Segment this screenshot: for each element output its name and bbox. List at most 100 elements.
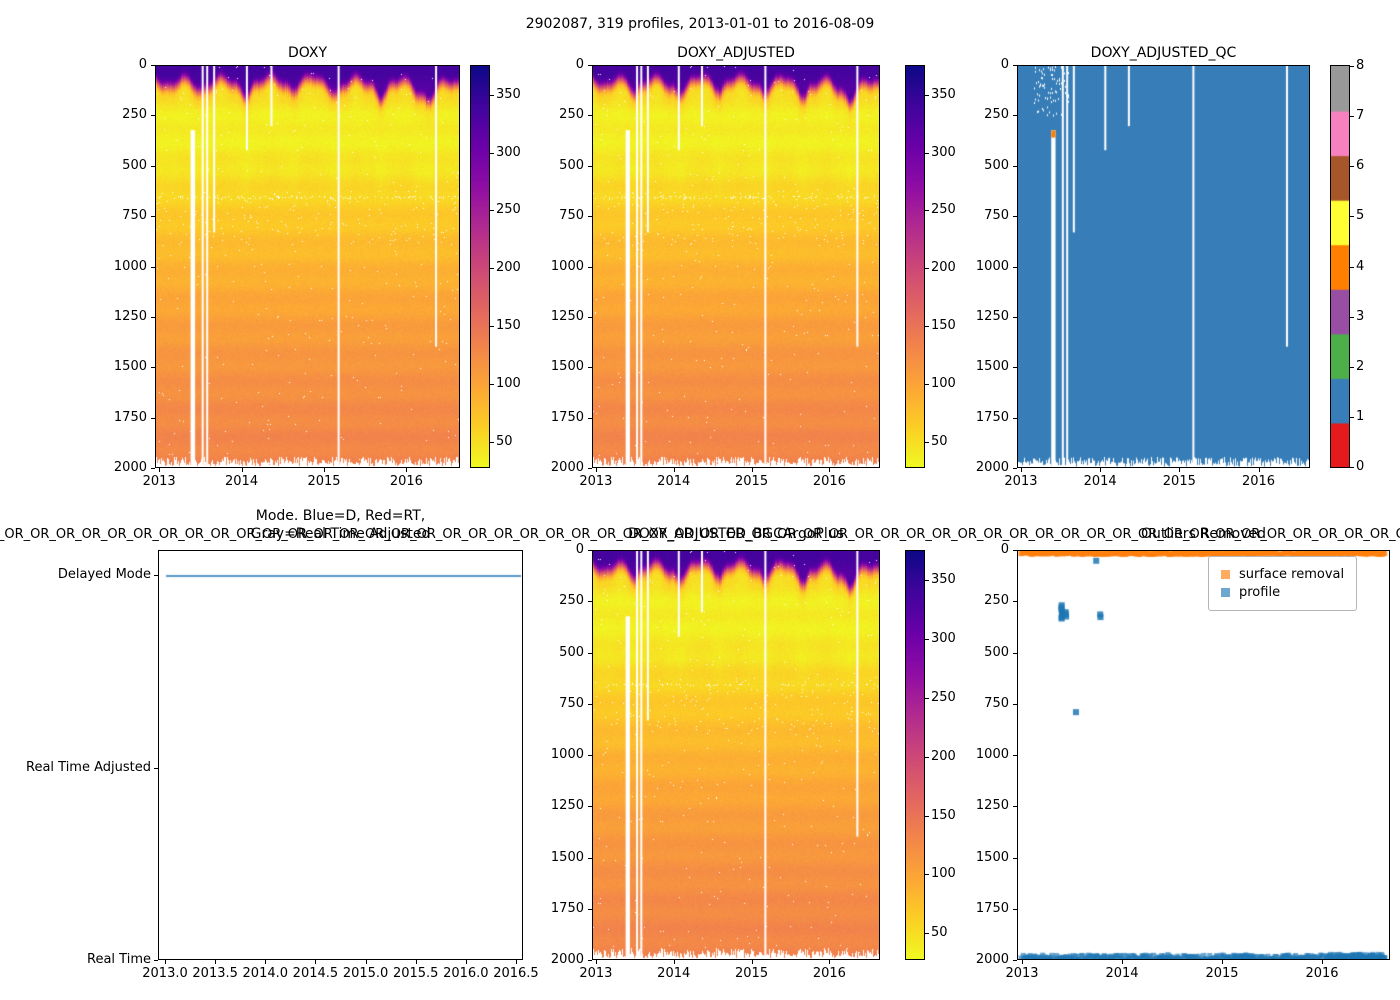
tick-mark — [1350, 416, 1354, 418]
colorbar-tick-label: 2 — [1356, 358, 1365, 374]
bgcargoplus-colorbar-canvas — [906, 551, 924, 959]
tick-mark — [1013, 652, 1017, 654]
tick-mark — [1122, 960, 1123, 964]
tick-label: 1500 — [113, 359, 147, 375]
tick-label: 2000 — [975, 460, 1009, 475]
tick-label: 2014.0 — [242, 966, 289, 981]
colorbar-tick-label: 3 — [1356, 308, 1365, 324]
tick-mark — [925, 639, 929, 641]
tick-mark — [151, 417, 155, 419]
tick-mark — [1258, 468, 1260, 472]
tick-mark — [406, 468, 408, 472]
doxy-heatmap-plot — [155, 65, 460, 468]
surface-removal-marker-icon — [1221, 570, 1230, 579]
tick-label: 2015 — [735, 966, 769, 981]
tick-label: 1250 — [975, 308, 1009, 324]
tick-label: 250 — [559, 593, 584, 609]
tick-mark — [151, 65, 155, 66]
colorbar-tick-label: 50 — [931, 925, 948, 941]
tick-mark — [925, 815, 929, 817]
tick-label: 0 — [1000, 57, 1009, 72]
doxy-adjusted-colorbar — [905, 65, 925, 468]
tick-label: 2015 — [735, 474, 769, 489]
category-label: Real Time — [87, 952, 151, 967]
tick-label: 500 — [559, 644, 584, 660]
tick-mark — [588, 65, 592, 66]
tick-mark — [1013, 316, 1017, 318]
tick-label: 750 — [984, 695, 1009, 711]
tick-mark — [1013, 857, 1017, 859]
colorbar-tick-label: 5 — [1356, 208, 1365, 224]
tick-mark — [1013, 908, 1017, 910]
tick-mark — [151, 468, 155, 469]
legend-item-surface-removal: surface removal — [1221, 567, 1344, 582]
tick-mark — [215, 960, 217, 964]
tick-label: 1000 — [550, 258, 584, 274]
colorbar-tick-label: 100 — [496, 375, 521, 391]
tick-mark — [673, 960, 675, 964]
tick-mark — [1013, 703, 1017, 705]
tick-label: 1000 — [975, 747, 1009, 762]
colorbar-tick-label: 150 — [931, 807, 956, 823]
data-mode-plot — [158, 550, 523, 960]
doxy-adjusted-qc-canvas — [1018, 66, 1309, 467]
tick-mark — [151, 367, 155, 369]
doxy-heatmap-canvas — [156, 66, 459, 467]
colorbar-tick-label: 6 — [1356, 158, 1365, 174]
colorbar-tick-label: 200 — [496, 260, 521, 276]
tick-mark — [151, 266, 155, 268]
tick-label: 1750 — [550, 409, 584, 425]
tick-mark — [1020, 468, 1022, 472]
tick-mark — [1350, 216, 1354, 218]
tick-mark — [165, 960, 167, 964]
bgcargoplus-heatmap-canvas — [593, 551, 879, 959]
subplot-title-doxy: DOXY — [287, 45, 328, 61]
colorbar-tick-label: 4 — [1356, 258, 1365, 274]
tick-mark — [1222, 960, 1223, 964]
colorbar-tick-label: 100 — [931, 375, 956, 391]
tick-mark — [515, 960, 517, 964]
tick-mark — [490, 210, 494, 212]
tick-mark — [1013, 417, 1017, 419]
tick-mark — [588, 367, 592, 369]
tick-mark — [490, 152, 494, 154]
tick-mark — [925, 326, 929, 327]
tick-mark — [588, 550, 592, 551]
tick-label: 1250 — [975, 798, 1009, 814]
tick-label: 1250 — [550, 308, 584, 324]
tick-label: 2014 — [657, 966, 691, 981]
tick-mark — [925, 383, 929, 385]
tick-label: 1000 — [113, 258, 147, 274]
colorbar-tick-label: 300 — [931, 631, 956, 647]
tick-mark — [588, 216, 592, 218]
tick-label: 2000 — [975, 952, 1009, 967]
tick-mark — [588, 755, 592, 756]
colorbar-tick-label: 7 — [1356, 108, 1365, 124]
tick-label: 250 — [559, 107, 584, 123]
tick-mark — [151, 165, 155, 167]
tick-mark — [588, 266, 592, 268]
tick-mark — [925, 697, 929, 699]
tick-label: 2014 — [657, 474, 691, 489]
tick-label: 2000 — [550, 952, 584, 967]
colorbar-tick-label: 50 — [496, 433, 513, 449]
tick-label: 750 — [559, 208, 584, 224]
colorbar-tick-label: 350 — [496, 86, 521, 102]
tick-mark — [1013, 806, 1017, 808]
tick-mark — [1013, 960, 1017, 961]
tick-label: 2015 — [1162, 474, 1196, 489]
tick-mark — [154, 575, 158, 576]
tick-mark — [673, 468, 675, 472]
tick-label: 2013 — [1004, 474, 1038, 489]
tick-mark — [151, 115, 155, 117]
tick-mark — [751, 960, 753, 964]
tick-mark — [490, 268, 494, 270]
doxy-colorbar-canvas — [471, 66, 489, 467]
tick-mark — [1350, 366, 1354, 368]
subplot-title-mode-line1: Mode. Blue=D, Red=RT, — [255, 508, 426, 524]
tick-label: 1500 — [550, 849, 584, 865]
tick-mark — [241, 468, 243, 472]
tick-mark — [323, 468, 325, 472]
tick-mark — [1350, 66, 1354, 67]
